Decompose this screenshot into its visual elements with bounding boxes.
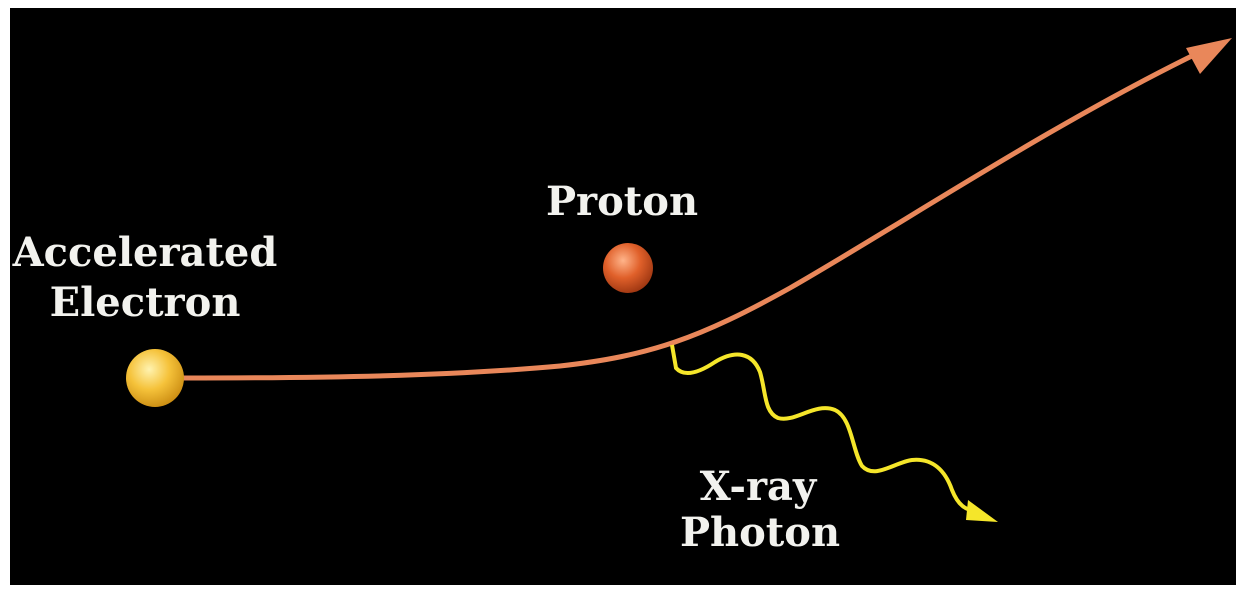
- background: [10, 8, 1236, 585]
- electron-label: Electron: [50, 279, 241, 326]
- proton-label: Proton: [546, 178, 698, 225]
- photon-label: Photon: [680, 509, 840, 556]
- electron-path-arrowhead: [1186, 38, 1232, 74]
- photon-label: X-ray: [700, 463, 818, 510]
- electron-label: Accelerated: [12, 229, 278, 276]
- electron-path: [182, 49, 1202, 381]
- photon-wave: [670, 344, 979, 514]
- photon-arrowhead: [966, 500, 998, 522]
- proton: [603, 243, 653, 293]
- electron: [126, 349, 184, 407]
